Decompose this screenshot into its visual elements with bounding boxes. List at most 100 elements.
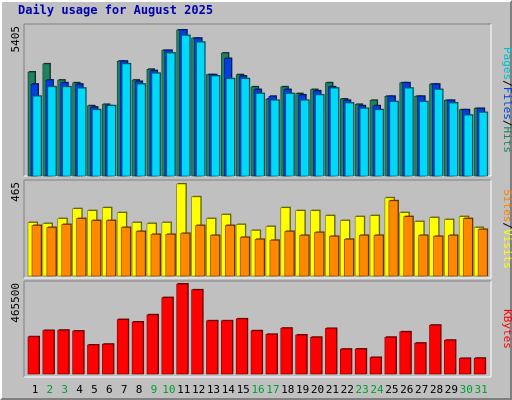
bar-sites-14 [225,225,235,277]
bar-pages-11 [181,35,191,177]
bar-sites-3 [61,224,72,277]
bar-pages-24 [374,109,384,177]
bar-sites-20 [314,232,324,277]
bar-sites-11 [180,233,191,277]
bar-kbytes-6 [102,343,114,375]
bar-kbytes-15 [235,318,248,375]
bar-kbytes-8 [131,321,144,375]
bar-sites-16 [254,239,265,277]
bar-kbytes-11 [176,283,189,375]
bar-kbytes-26 [399,331,412,375]
bar-kbytes-14 [221,320,233,375]
legend-pages: Pages [501,47,512,80]
bar-kbytes-23 [354,348,367,375]
bar-kbytes-4 [72,330,84,375]
bar-kbytes-25 [384,336,397,375]
x-tick-label-1: 1 [32,383,39,396]
x-tick-label-14: 14 [222,383,236,396]
series-sites [31,199,489,277]
bar-pages-18 [285,93,295,177]
bar-pages-19 [300,100,309,177]
bar-pages-3 [62,86,72,177]
x-tick-label-18: 18 [281,383,294,396]
bar-sites-28 [433,236,443,277]
bar-pages-5 [92,109,101,177]
x-tick-label-27: 27 [415,383,428,396]
x-tick-label-7: 7 [121,383,128,396]
bar-pages-25 [389,101,399,177]
bar-kbytes-31 [473,357,486,375]
legend-sites: Sites [501,189,512,222]
x-tick-label-19: 19 [296,383,309,396]
bar-pages-21 [330,87,339,177]
bar-kbytes-16 [250,330,263,375]
x-tick-label-29: 29 [445,383,458,396]
bar-pages-8 [136,83,146,177]
bar-sites-13 [210,235,220,277]
bar-pages-1 [32,96,42,177]
legend-visits-sites: Sites/Visits [501,189,512,269]
bar-sites-2 [46,227,57,277]
y-max-label: 465 [9,182,22,202]
x-tick-label-16: 16 [251,383,264,396]
bar-kbytes-18 [280,327,293,375]
bar-kbytes-22 [339,348,352,375]
bar-pages-6 [107,105,116,177]
x-tick-label-3: 3 [61,383,68,396]
bar-pages-13 [211,75,220,177]
legend-separator: / [501,80,512,87]
bar-pages-16 [255,93,265,177]
x-tick-label-2: 2 [47,383,54,396]
bar-pages-20 [315,94,324,177]
bar-pages-12 [196,41,205,177]
x-tick-label-23: 23 [356,383,369,396]
bar-sites-21 [329,236,339,277]
x-tick-label-17: 17 [266,383,279,396]
bar-kbytes-12 [191,289,203,375]
bar-sites-19 [299,235,309,277]
x-tick-label-8: 8 [136,383,143,396]
series-kbytes [27,283,487,375]
bar-sites-9 [150,234,161,277]
x-tick-label-12: 12 [192,383,205,396]
x-tick-label-31: 31 [475,383,488,396]
x-tick-label-20: 20 [311,383,324,396]
bar-kbytes-30 [458,358,471,375]
bar-kbytes-20 [310,336,322,375]
bar-pages-29 [449,102,458,177]
x-tick-label-21: 21 [326,383,339,396]
legend-hits-files-pages: Pages/Files/Hits [501,47,512,153]
bar-pages-7 [121,63,131,177]
bar-kbytes-3 [57,329,70,375]
bar-sites-15 [239,237,250,277]
bar-pages-9 [151,73,161,177]
x-tick-label-28: 28 [430,383,443,396]
bar-kbytes-19 [295,334,307,375]
bar-pages-28 [434,89,443,177]
bar-pages-30 [463,114,473,177]
x-tick-label-22: 22 [341,383,354,396]
legend-visits: Visits [501,229,512,269]
bar-sites-25 [388,200,399,277]
bar-pages-14 [226,78,235,177]
bar-sites-10 [165,234,176,277]
bar-pages-10 [166,52,176,177]
bar-pages-22 [344,102,354,177]
bar-sites-17 [269,240,280,277]
bar-pages-23 [359,108,369,177]
x-tick-label-10: 10 [162,383,175,396]
bar-kbytes-5 [87,344,99,375]
bar-kbytes-27 [414,342,426,375]
bar-kbytes-21 [325,328,337,375]
bar-pages-26 [404,87,414,177]
page-title: Daily usage for August 2025 [18,3,214,17]
bar-sites-5 [91,220,101,277]
x-tick-label-11: 11 [177,383,190,396]
bar-kbytes-7 [116,319,129,375]
x-tick-label-13: 13 [207,383,220,396]
bar-sites-8 [135,231,146,277]
bar-kbytes-2 [42,330,55,375]
bar-kbytes-17 [265,334,278,375]
y-max-label: 5405 [9,26,22,53]
bar-kbytes-10 [161,297,174,375]
